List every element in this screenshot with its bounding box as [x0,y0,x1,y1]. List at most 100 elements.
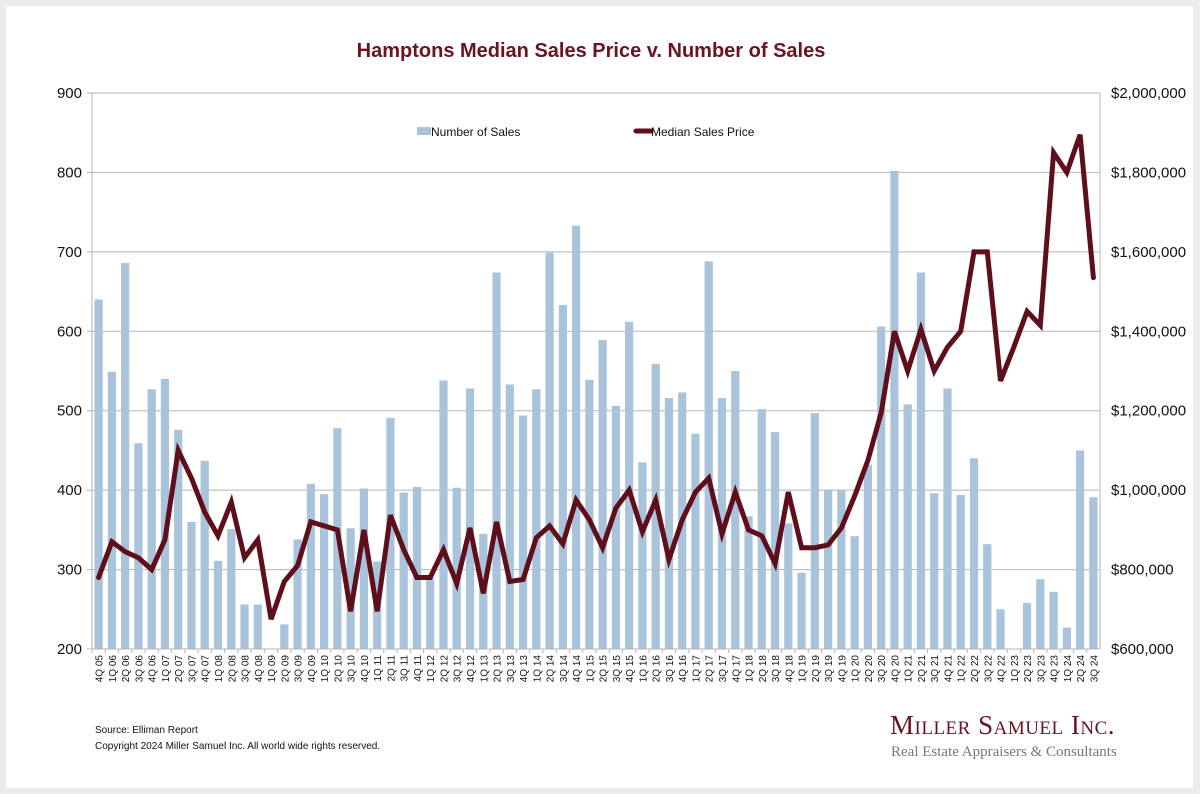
x-axis-tick-label: 2Q 24 [1076,655,1087,683]
legend-swatch-number-of-sales [417,127,431,135]
bar [94,299,103,649]
bar [585,379,594,649]
x-axis-tick-label: 4Q 19 [837,655,848,683]
x-axis-tick-label: 4Q 09 [307,655,318,683]
bar [571,225,581,649]
left-axis-tick-label: 700 [57,244,82,261]
x-axis-tick-label: 1Q 16 [638,655,649,683]
bar [1062,627,1071,649]
bar [638,462,647,649]
bar [890,170,899,649]
bar [532,389,541,649]
x-axis-tick-label: 3Q 15 [612,655,623,683]
x-axis-tick-label: 4Q 12 [466,655,477,683]
right-axis-tick-label: $2,000,000 [1111,85,1186,102]
bar [850,536,859,649]
x-axis-tick-label: 1Q 14 [532,655,543,683]
left-axis-ticks: 200 300 400 500 600 700 800 900 [57,85,82,658]
bar [346,528,355,649]
x-axis-tick-label: 2Q 20 [864,655,875,683]
bar [1036,579,1045,649]
x-axis-tick-label: 2Q 11 [386,655,397,682]
bar [797,572,806,649]
bar [187,521,196,649]
bar [983,544,992,649]
right-axis-tick-label: $1,800,000 [1111,164,1186,181]
bar [134,443,143,649]
x-axis-tick-label: 1Q 11 [373,655,384,682]
bar [784,523,793,649]
x-axis-tick-label: 3Q 10 [347,655,358,683]
x-axis-tick-label: 2Q 14 [546,655,557,683]
left-axis-tick-label: 600 [57,323,82,340]
x-axis-tick-label: 4Q 08 [254,655,265,683]
bar [611,405,621,649]
x-axis-tick-label: 1Q 10 [320,655,331,683]
bar [399,492,408,649]
x-axis-tick-label: 2Q 19 [811,655,822,683]
x-axis-tick-label: 4Q 21 [943,655,954,683]
right-axis-tick-label: $1,400,000 [1111,323,1186,340]
x-axis-tick-label: 1Q 18 [745,655,756,683]
bar [943,388,952,649]
x-axis-tick-label: 2Q 23 [1023,655,1034,683]
left-axis-tick-label: 400 [57,482,82,499]
bar [505,384,514,649]
x-axis-tick-label: 4Q 17 [731,655,742,683]
x-axis-ticks: 4Q 05 1Q 06 2Q 06 3Q 06 4Q 06 1Q 07 2Q 07 3Q 07… [95,655,1101,683]
bar [558,305,567,649]
x-axis-tick-label: 2Q 09 [280,655,291,683]
x-axis-tick-label: 3Q 23 [1036,655,1047,683]
right-axis-tick-label: $1,600,000 [1111,244,1186,261]
copyright-note: Copyright 2024 Miller Samuel Inc. All wo… [95,741,381,752]
x-axis-tick-label: 2Q 13 [493,655,504,683]
x-axis-tick-label: 2Q 07 [174,655,185,683]
x-axis-tick-label: 3Q 24 [1089,655,1100,683]
bar [691,433,700,649]
x-axis-tick-label: 3Q 21 [930,655,941,683]
bar [213,560,223,649]
x-axis-tick-label: 3Q 20 [877,655,888,683]
bar [545,252,554,649]
right-axis-tick-label: $800,000 [1111,562,1174,579]
x-axis-tick-label: 3Q 08 [241,655,252,683]
bar [121,262,130,649]
x-axis-tick-label: 1Q 08 [214,655,225,683]
x-axis-tick-label: 4Q 14 [572,655,583,683]
x-axis-tick-label: 1Q 20 [851,655,862,683]
bar [916,272,926,649]
right-axis-tick-label: $1,000,000 [1111,482,1186,499]
bar [306,483,315,649]
x-axis-tick-label: 2Q 22 [970,655,981,683]
left-axis-tick-label: 300 [57,562,82,579]
x-axis-tick-label: 4Q 05 [95,655,106,683]
x-axis-tick-label: 4Q 20 [890,655,901,683]
x-axis-tick-label: 4Q 18 [784,655,795,683]
bar [359,488,369,649]
logo-tagline: Real Estate Appraisers & Consultants [891,744,1117,760]
bar [492,272,501,649]
bar [969,458,979,649]
bar [200,460,209,649]
bar [770,432,780,649]
legend: Number of Sales Median Sales Price [417,125,755,139]
x-axis-tick-label: 4Q 23 [1050,655,1061,683]
bar [1022,602,1032,649]
bar [903,404,912,649]
x-axis-tick-label: 1Q 07 [161,655,172,683]
right-axis-tick-label: $600,000 [1111,641,1174,658]
bar [625,321,634,649]
x-axis-tick-label: 2Q 15 [599,655,610,683]
x-axis-tick-label: 2Q 21 [917,655,928,683]
logo-company-name: Miller Samuel Inc. [890,710,1116,740]
left-axis-tick-label: 900 [57,85,82,102]
bar [452,487,461,649]
bar [426,577,435,649]
bar [465,388,475,649]
x-axis-tick-label: 3Q 06 [134,655,145,683]
x-axis-tick-label: 3Q 19 [824,655,835,683]
bar [518,415,528,649]
x-axis-tick-label: 3Q 09 [294,655,305,683]
x-axis-tick-label: 3Q 22 [983,655,994,683]
